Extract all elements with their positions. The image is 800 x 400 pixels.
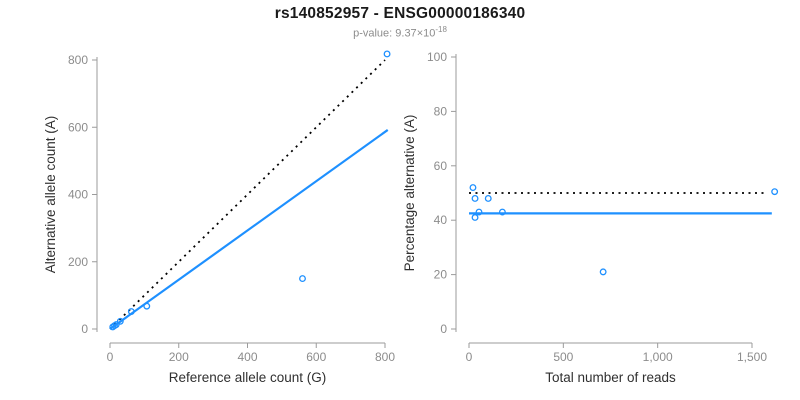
y-tick-label: 60 [434, 159, 448, 173]
data-point [484, 194, 492, 202]
data-point [469, 184, 477, 192]
y-axis-title: Alternative allele count (A) [43, 116, 58, 274]
x-tick-label: 600 [306, 350, 326, 364]
left-scatter-plot: 0 200 400 600 800 0 200 400 600 800 Reference alle… [43, 50, 395, 385]
data-point [471, 214, 479, 221]
data-point [299, 275, 306, 283]
data-point [475, 208, 483, 216]
y-tick-label: 80 [434, 104, 448, 118]
x-tick-label: 0 [466, 350, 473, 364]
x-tick-label: 800 [375, 350, 395, 364]
x-tick-label: 200 [169, 350, 189, 364]
data-point [116, 317, 124, 325]
x-tick-label: 500 [553, 350, 573, 364]
y-axis-title: Percentage alternative (A) [402, 115, 417, 272]
y-tick-label: 200 [68, 255, 88, 269]
data-point [498, 208, 506, 216]
x-axis-title: Total number of reads [545, 370, 676, 385]
fit-line [109, 129, 389, 330]
x-tick-label: 1,500 [737, 350, 767, 364]
y-tick-label: 100 [427, 50, 447, 64]
y-tick-label: 800 [68, 53, 88, 67]
pvalue-times-ten: ×10 [416, 27, 436, 40]
x-axis-title: Reference allele count (G) [169, 370, 327, 385]
pvalue-exponent: -18 [435, 25, 447, 34]
figure-subtitle-pvalue: p-value: 9.37×10-18 [0, 25, 800, 40]
y-tick-label: 20 [434, 268, 448, 282]
identity-dotted-line [109, 59, 386, 330]
data-point [599, 268, 607, 276]
right-scatter-plot: 0 20 40 60 80 100 0 500 1,000 1,500 Total number o… [402, 50, 779, 385]
y-tick-label: 400 [68, 188, 88, 202]
data-point [143, 302, 151, 310]
x-tick-label: 400 [237, 350, 257, 364]
pvalue-text: p-value: 9.37 [353, 27, 417, 40]
data-point [771, 188, 779, 196]
x-tick-label: 0 [107, 350, 114, 364]
y-tick-label: 40 [434, 213, 448, 227]
data-point [383, 50, 391, 58]
y-tick-label: 0 [81, 322, 88, 336]
y-tick-label: 600 [68, 120, 88, 134]
figure-title: rs140852957 - ENSG00000186340 [274, 5, 526, 22]
data-point [471, 194, 479, 202]
data-point [112, 321, 120, 329]
x-tick-label: 1,000 [643, 350, 673, 364]
y-tick-label: 0 [440, 322, 447, 336]
data-point [127, 308, 135, 315]
